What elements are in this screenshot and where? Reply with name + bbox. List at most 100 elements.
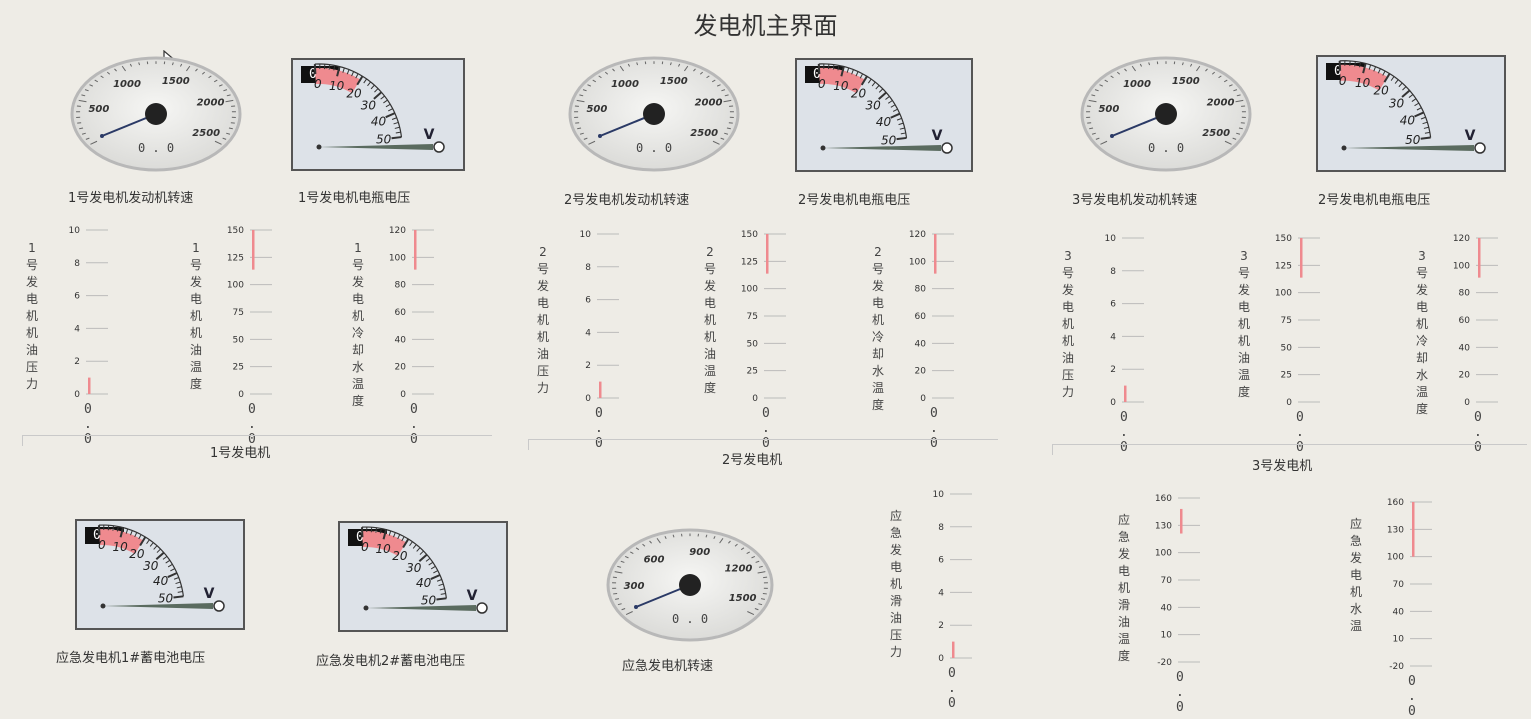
scale-tick-label: 100	[1453, 261, 1470, 271]
scale-alarm-band	[88, 378, 91, 394]
rpm-tick-label: 500	[586, 104, 607, 115]
gen2-section-divider	[528, 439, 998, 440]
voltage-tick	[392, 137, 402, 138]
scale-alarm-band	[1300, 238, 1303, 278]
voltage-tick	[893, 109, 897, 111]
voltage-tick	[872, 82, 875, 86]
rpm-tick-label: 2000	[695, 98, 723, 109]
rpm-tick-label: 1000	[113, 79, 141, 90]
voltage-unit: V	[204, 586, 215, 602]
rpm-tick-label: 2500	[1202, 128, 1230, 139]
voltage-tick	[431, 575, 440, 579]
scale-alarm-band	[252, 230, 255, 270]
scale-tick-label: 100	[1275, 289, 1292, 299]
rpm-tick-label: 600	[644, 554, 665, 565]
scale-tick-label: 100	[909, 257, 926, 267]
voltage-tick	[899, 123, 904, 124]
scale-tick-label: 160	[1387, 498, 1404, 508]
voltage-unit: V	[424, 127, 435, 143]
voltage-tick	[426, 558, 430, 561]
voltage-tick-label: 40	[416, 576, 432, 590]
scale-readout: 0 . 0	[1408, 674, 1416, 719]
voltage-tick-label: 50	[881, 133, 897, 147]
voltage-tick-label: 50	[376, 132, 392, 146]
voltage-tick	[383, 100, 387, 103]
scale-tick-label: 2	[938, 621, 944, 631]
voltage-tick	[173, 596, 183, 597]
rpm-readout: 0 . 0	[1148, 141, 1184, 155]
scale-tick-label: 125	[741, 257, 758, 267]
voltage-tick-label: 10	[833, 79, 849, 93]
emergency-rpm-label: 应急发电机转速	[622, 655, 713, 674]
scale-tick-label: 8	[74, 259, 80, 269]
voltage-tick	[431, 566, 435, 569]
scale-tick-label: 20	[395, 363, 407, 373]
voltage-tick	[139, 535, 141, 539]
rpm-tick-label: 500	[88, 104, 109, 115]
scale-tick-label: 75	[1281, 316, 1292, 326]
rpm-tick-label: 1200	[725, 564, 753, 575]
voltage-tick	[367, 82, 370, 86]
scale-tick-label: 100	[1387, 553, 1404, 563]
voltage-tick	[1378, 69, 1380, 74]
scale-tick-label: 0	[238, 390, 244, 400]
scale-tick-label: 100	[741, 285, 758, 295]
scale-tick-label: 100	[1155, 549, 1172, 559]
rpm-readout: 0 . 0	[138, 141, 174, 155]
scale-tick-label: 4	[938, 588, 944, 598]
voltage-tick-label: 40	[876, 115, 892, 129]
scale-tick-label: 130	[1155, 521, 1172, 531]
voltage-tick-label: 0	[361, 540, 369, 554]
scale-tick-label: 150	[1275, 234, 1292, 244]
scale-tick-label: 80	[915, 285, 927, 295]
scale-tick-label: 60	[395, 308, 407, 318]
scale-tick-label: 75	[747, 312, 758, 322]
scale-tick-label: 0	[585, 394, 591, 404]
scale-tick-label: 4	[74, 324, 80, 334]
voltage-tick	[417, 548, 420, 552]
scale-tick-label: 2	[74, 357, 80, 367]
scale-tick-label: 120	[389, 226, 406, 236]
voltage-tick	[386, 104, 390, 107]
scale-tick-label: 150	[227, 226, 244, 236]
scale-tick-label: 130	[1387, 525, 1404, 535]
voltage-tick	[135, 532, 137, 537]
scale-tick-label: 0	[1464, 398, 1470, 408]
voltage-tick	[891, 114, 900, 118]
scale-tick-label: 0	[938, 654, 944, 664]
voltage-tick	[1415, 112, 1424, 116]
scale-tick-label: -20	[1389, 662, 1404, 672]
voltage-tick	[376, 528, 377, 533]
gen3-section-divider	[1052, 444, 1527, 445]
voltage-tick	[888, 100, 892, 103]
voltage-tick-label: 50	[421, 594, 437, 608]
scale-tick-label: 0	[752, 394, 758, 404]
scale-title: 应急发电机滑油压力	[888, 508, 904, 661]
voltage-tick	[154, 546, 157, 550]
voltage-tick	[1355, 61, 1356, 66]
scale-readout: 0 . 0	[248, 402, 256, 447]
scale-tick-label: 20	[915, 367, 927, 377]
emergency-battery2-voltage-gauge: 0.001020304050V	[338, 521, 508, 632]
scale-tick-label: 50	[747, 339, 759, 349]
scale-tick-label: 120	[909, 230, 926, 240]
voltage-tick	[1402, 87, 1406, 91]
voltage-tick	[901, 133, 906, 134]
scale-tick-label: 10	[933, 490, 945, 500]
scale-tick-label: 60	[1459, 316, 1471, 326]
voltage-unit: V	[932, 128, 943, 144]
scale-tick-label: 10	[580, 230, 592, 240]
voltage-tick-label: 20	[851, 86, 867, 100]
voltage-tick-label: 40	[371, 114, 387, 128]
voltage-tick	[1391, 77, 1394, 81]
voltage-tick	[392, 118, 397, 120]
voltage-tick	[885, 96, 889, 99]
needle-hub	[145, 103, 167, 125]
voltage-tick-label: 10	[375, 542, 391, 556]
scale-readout: 0 . 0	[410, 402, 418, 447]
scale-tick-label: 100	[389, 253, 406, 263]
voltage-tick	[439, 584, 444, 585]
